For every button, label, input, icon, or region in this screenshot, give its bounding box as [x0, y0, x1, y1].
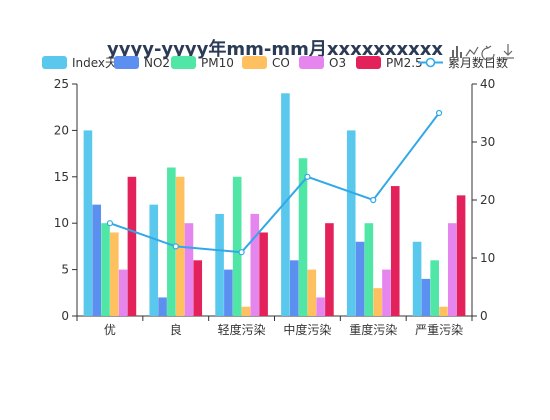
bar[interactable]	[215, 213, 224, 316]
legend-swatch	[42, 56, 67, 69]
legend-swatch	[242, 56, 267, 69]
legend-item[interactable]: NO2	[114, 56, 170, 70]
legend-item[interactable]: Index天	[42, 56, 117, 70]
bar[interactable]	[364, 223, 374, 316]
line-point[interactable]	[304, 173, 311, 180]
legend-swatch	[356, 56, 381, 69]
bar[interactable]	[92, 204, 102, 316]
y-left-tick-label: 25	[54, 77, 69, 91]
bar[interactable]	[224, 269, 233, 316]
bar[interactable]	[127, 176, 137, 316]
bar[interactable]	[439, 306, 448, 316]
legend-label: CO	[272, 56, 290, 70]
y-left-tick-label: 20	[54, 123, 69, 137]
legend-item[interactable]: CO	[242, 56, 290, 70]
x-tick-label: 良	[170, 322, 182, 337]
chart-title: yyyy-yyyy年mm-mm月xxxxxxxxxx	[107, 38, 443, 60]
bar[interactable]	[430, 260, 439, 316]
bar[interactable]	[232, 176, 242, 316]
bar[interactable]	[355, 241, 365, 316]
y-left-tick-label: 10	[54, 216, 69, 230]
bar[interactable]	[412, 241, 422, 316]
bar[interactable]	[421, 278, 431, 316]
bar[interactable]	[346, 130, 356, 316]
download-icon[interactable]	[502, 44, 514, 59]
legend: Index天 NO2 PM10 CO O3 PM2.5 累月数日数	[42, 55, 508, 70]
bar[interactable]	[373, 288, 382, 316]
y-left-tick-label: 0	[61, 309, 69, 323]
line-point[interactable]	[435, 109, 443, 117]
line-point[interactable]	[370, 196, 377, 204]
x-tick-label: 严重污染	[415, 322, 463, 337]
bar[interactable]	[447, 223, 457, 316]
bar[interactable]	[149, 204, 159, 316]
toolbox	[452, 44, 514, 61]
line-chart-icon[interactable]	[465, 46, 479, 57]
bar[interactable]	[298, 158, 308, 316]
line-point[interactable]	[172, 243, 179, 250]
legend-label: O3	[329, 56, 346, 70]
bar[interactable]	[456, 195, 466, 316]
x-tick-label: 重度污染	[349, 322, 397, 337]
y-right-tick-label: 30	[480, 135, 495, 149]
legend-label: NO2	[144, 56, 170, 70]
bar[interactable]	[110, 232, 119, 316]
y-left-tick-label: 15	[54, 170, 69, 184]
y-right-tick-label: 40	[480, 77, 495, 91]
legend-swatch	[299, 56, 324, 69]
bar[interactable]	[390, 186, 400, 316]
line-path	[109, 112, 440, 254]
bar[interactable]	[281, 93, 290, 316]
x-tick-label: 轻度污染	[218, 322, 266, 337]
legend-label: Index天	[72, 56, 117, 70]
bar[interactable]	[382, 269, 391, 316]
legend-item[interactable]: O3	[299, 56, 346, 70]
y-left-tick-label: 5	[61, 263, 69, 277]
line-point[interactable]	[238, 249, 245, 256]
legend-item[interactable]: PM10	[171, 56, 234, 70]
bar[interactable]	[289, 260, 299, 316]
bar[interactable]	[167, 167, 176, 316]
legend-label: 累月数日数	[448, 55, 508, 70]
bar[interactable]	[250, 213, 260, 316]
bars	[83, 93, 466, 316]
bar[interactable]	[101, 223, 110, 316]
bar[interactable]	[83, 130, 93, 316]
legend-swatch	[114, 56, 139, 69]
restore-icon[interactable]	[481, 45, 495, 61]
x-tick-label: 中度污染	[283, 322, 331, 337]
y-right-tick-label: 10	[480, 251, 495, 265]
legend-label: PM10	[201, 56, 234, 70]
bar[interactable]	[184, 223, 194, 316]
line-point[interactable]	[106, 220, 114, 227]
bar[interactable]	[158, 297, 167, 316]
bar[interactable]	[118, 269, 128, 316]
legend-label: PM2.5	[386, 56, 423, 70]
legend-marker	[425, 57, 436, 68]
bar[interactable]	[325, 223, 334, 316]
bar[interactable]	[241, 306, 251, 316]
legend-item[interactable]: PM2.5	[356, 56, 423, 70]
bar[interactable]	[316, 297, 325, 316]
line-series	[106, 109, 443, 256]
legend-swatch	[171, 56, 196, 69]
y-right-tick-label: 20	[480, 193, 495, 207]
y-right-tick-label: 0	[480, 309, 488, 323]
bar[interactable]	[307, 269, 317, 316]
bar-chart-icon[interactable]	[452, 46, 462, 58]
x-tick-label: 优	[104, 323, 116, 337]
bar[interactable]	[193, 260, 203, 316]
bar[interactable]	[259, 232, 268, 316]
axes: 0 5 10 15 20 25 0 10 20 30 40 优 良 轻度污染 中度污染 重度污染 严重污染	[54, 77, 496, 337]
legend-item[interactable]: 累月数日数	[418, 55, 508, 70]
